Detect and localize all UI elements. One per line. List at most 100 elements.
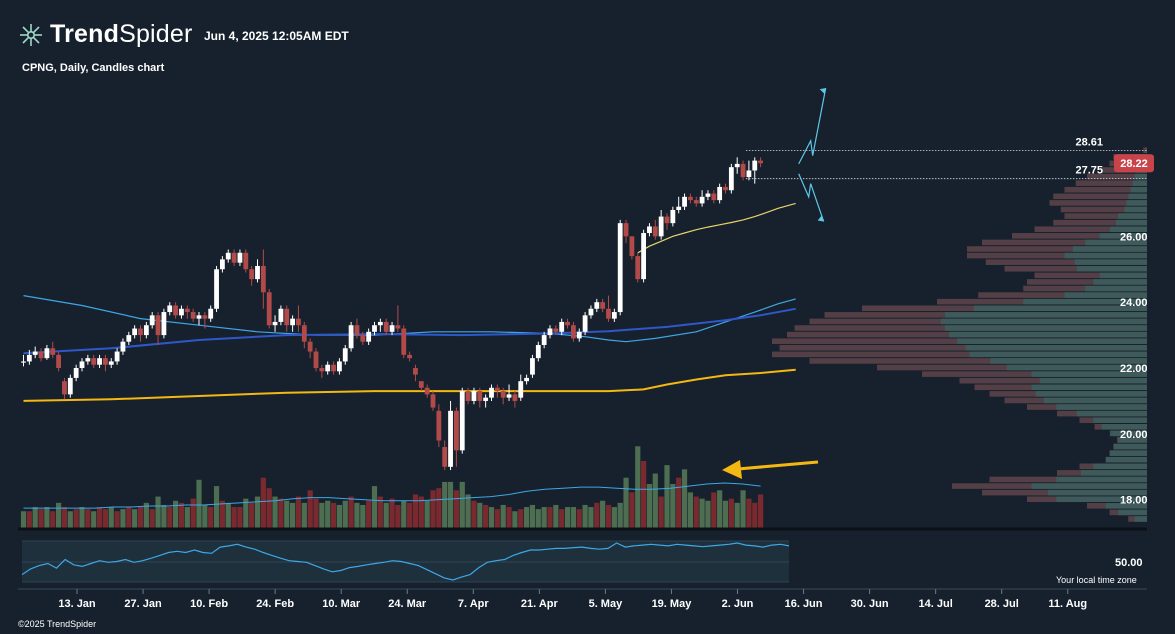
volume-bar bbox=[330, 502, 337, 528]
candle bbox=[407, 354, 412, 359]
volume-profile-row-buy bbox=[1031, 483, 1147, 489]
volume-bar bbox=[541, 507, 547, 528]
candle bbox=[652, 226, 658, 237]
volume-bar bbox=[641, 460, 647, 528]
volume-profile-row bbox=[1034, 226, 1147, 233]
volume-bar bbox=[471, 500, 477, 528]
volume-bar bbox=[354, 502, 360, 528]
candle bbox=[307, 341, 313, 352]
volume-profile-row bbox=[1064, 186, 1147, 193]
volume-profile-row-buy bbox=[1126, 200, 1147, 206]
candle bbox=[214, 269, 219, 309]
candle bbox=[465, 391, 471, 401]
volume-bar bbox=[342, 500, 348, 528]
candle bbox=[436, 410, 442, 441]
volume-profile-row-buy bbox=[1118, 509, 1147, 516]
candle bbox=[489, 387, 494, 398]
volume-bar bbox=[594, 502, 600, 528]
candle bbox=[243, 252, 249, 270]
candle bbox=[395, 325, 401, 329]
volume-bar bbox=[284, 500, 290, 528]
volume-bar bbox=[56, 502, 62, 528]
volume-bar bbox=[582, 504, 588, 528]
volume-bar bbox=[442, 481, 448, 528]
candle bbox=[202, 315, 208, 319]
candle bbox=[38, 351, 44, 359]
volume-bar bbox=[38, 509, 44, 528]
volume-bar bbox=[576, 509, 582, 528]
volume-bar bbox=[424, 500, 430, 528]
volume-profile-row-buy bbox=[1006, 364, 1147, 371]
candle bbox=[184, 308, 190, 313]
candle bbox=[512, 394, 518, 401]
candle bbox=[103, 358, 108, 365]
candle bbox=[454, 410, 459, 451]
price-level-label: 27.75 bbox=[1075, 165, 1103, 177]
candle bbox=[173, 305, 178, 316]
candle bbox=[541, 335, 547, 345]
candle bbox=[693, 200, 699, 204]
candle bbox=[190, 312, 196, 319]
candle bbox=[377, 321, 383, 326]
volume-bar bbox=[208, 507, 214, 528]
candle bbox=[97, 358, 102, 365]
candle bbox=[62, 381, 67, 395]
candle bbox=[161, 312, 167, 336]
volume-bar bbox=[658, 496, 664, 528]
volume-profile-row-buy bbox=[1093, 463, 1147, 470]
volume-bar bbox=[85, 509, 91, 528]
volume-bar bbox=[155, 496, 161, 528]
candle bbox=[611, 312, 617, 319]
candle bbox=[126, 335, 132, 342]
candle bbox=[266, 292, 272, 326]
volume-bar bbox=[605, 504, 612, 528]
candle bbox=[746, 170, 752, 178]
candle bbox=[108, 361, 114, 365]
x-tick-label: 7. Apr bbox=[458, 598, 489, 610]
x-tick-label: 24. Mar bbox=[388, 598, 427, 610]
volume-profile-row-buy bbox=[1023, 298, 1147, 305]
candles bbox=[21, 157, 763, 471]
candle bbox=[360, 335, 366, 342]
candle bbox=[196, 315, 202, 319]
volume-bar bbox=[161, 504, 167, 528]
volume-profile-row-buy bbox=[1116, 219, 1147, 226]
volume-profile-row-buy bbox=[1099, 233, 1147, 239]
volume-bar bbox=[67, 511, 73, 528]
candle bbox=[278, 308, 284, 322]
volume-ma-line bbox=[23, 482, 761, 509]
volume-profile-row bbox=[967, 252, 1147, 259]
volume-bar bbox=[740, 490, 746, 528]
volume-profile-row-buy bbox=[1076, 410, 1147, 417]
candle bbox=[284, 308, 290, 326]
volume-profile-row bbox=[772, 351, 1147, 358]
volume-bar bbox=[213, 486, 220, 528]
volume-profile-row bbox=[985, 259, 1147, 265]
x-tick-label: 16. Jun bbox=[785, 598, 823, 610]
candle bbox=[372, 325, 377, 332]
volume-bar bbox=[494, 509, 500, 528]
volume-bar bbox=[623, 477, 629, 528]
candle bbox=[354, 325, 360, 336]
volume-bar bbox=[32, 507, 38, 528]
volume-profile-row-buy bbox=[1085, 285, 1147, 292]
volume-profile-row-buy bbox=[1105, 456, 1147, 463]
volume-bar bbox=[360, 504, 366, 528]
price-level-label: 28.61 bbox=[1075, 136, 1103, 148]
volume-bar bbox=[132, 509, 138, 528]
candle bbox=[635, 256, 641, 280]
arrow-down-icon bbox=[817, 215, 824, 222]
candle bbox=[641, 233, 646, 280]
volume-bar bbox=[652, 473, 658, 528]
volume-bar bbox=[483, 504, 489, 528]
volume-bar bbox=[231, 507, 237, 528]
volume-profile-row-buy bbox=[1134, 516, 1147, 522]
ma-fast-yellow-line bbox=[637, 202, 796, 254]
volume-bar bbox=[272, 496, 278, 528]
volume-profile-row-buy bbox=[990, 358, 1147, 364]
volume-profile-row-buy bbox=[957, 338, 1147, 344]
volume-profile-row bbox=[1087, 173, 1147, 180]
candle bbox=[506, 394, 512, 398]
candle bbox=[734, 163, 740, 168]
